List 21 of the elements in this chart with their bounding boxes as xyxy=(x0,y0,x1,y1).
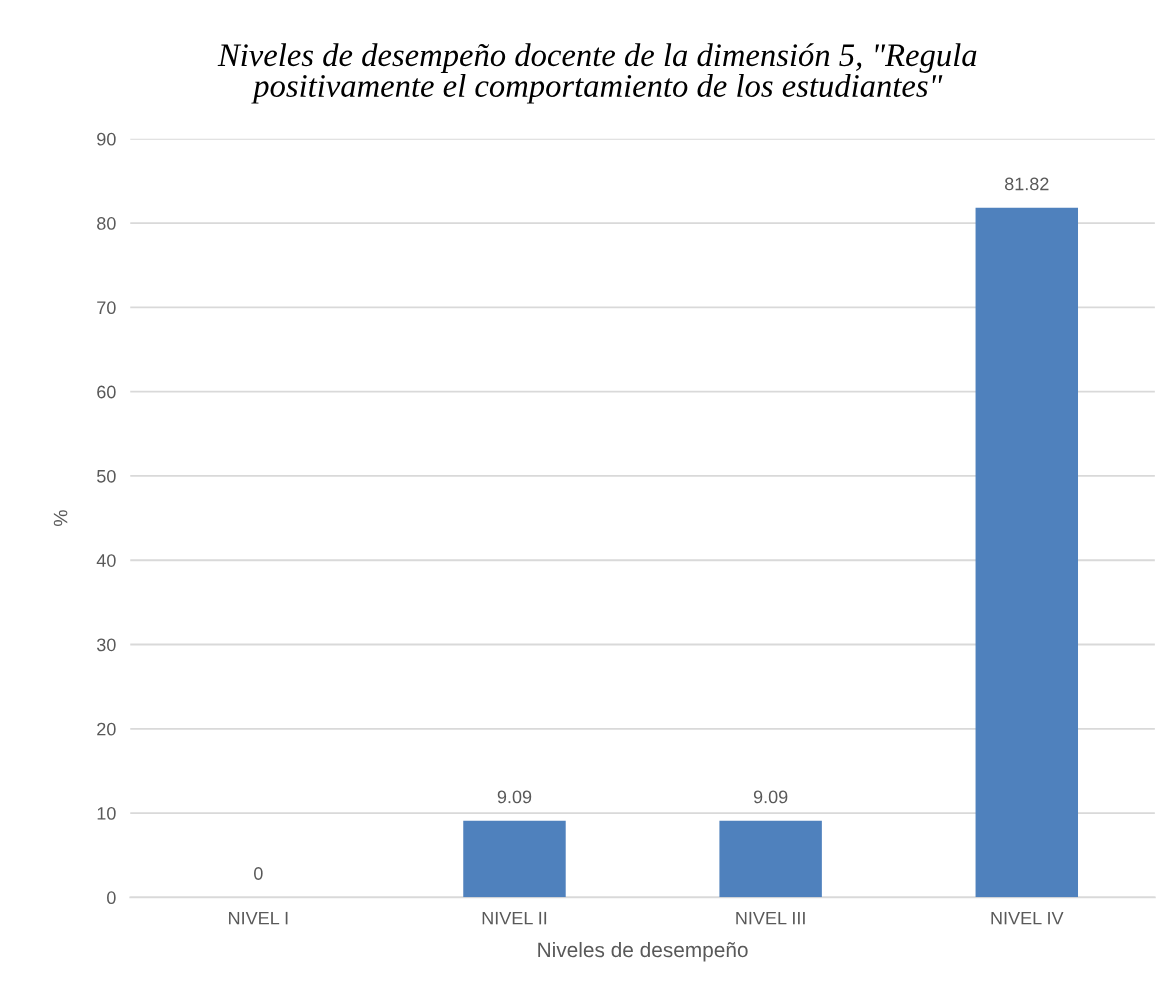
x-tick-label: NIVEL I xyxy=(229,911,288,925)
x-tick-label: NIVEL IV xyxy=(991,911,1064,925)
data-label: 9.09 xyxy=(753,790,788,804)
data-label: 81.82 xyxy=(1004,177,1049,191)
y-tick-label: 0 xyxy=(107,891,116,905)
y-tick-label: 90 xyxy=(97,132,116,146)
chart-title: Niveles de desempeño docente de la dimensión 5, "Regula positivamente el comportamiento de los estudiantes" xyxy=(217,43,977,104)
y-tick-label: 40 xyxy=(96,554,116,567)
y-tick-label: 70 xyxy=(97,301,116,315)
y-tick-label: 10 xyxy=(97,807,116,820)
y-tick-label: 30 xyxy=(96,638,116,652)
y-tick-label: 80 xyxy=(97,217,116,230)
data-label: 0 xyxy=(254,867,263,880)
y-axis-title: % xyxy=(53,510,68,527)
x-tick-label: NIVEL III xyxy=(736,911,805,925)
data-label: 9.09 xyxy=(497,790,532,804)
x-tick-label: NIVEL II xyxy=(482,911,547,925)
x-axis-title: Niveles de desempeño xyxy=(538,941,748,962)
y-tick-label: 50 xyxy=(97,469,116,483)
y-tick-label: 60 xyxy=(97,385,116,399)
y-tick-label: 20 xyxy=(97,722,116,736)
